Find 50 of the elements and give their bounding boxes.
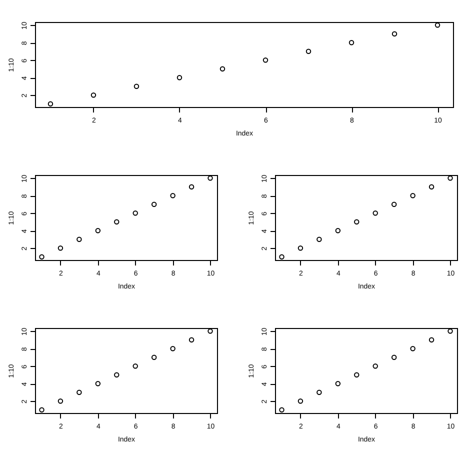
point bbox=[132, 364, 138, 369]
point bbox=[134, 84, 140, 89]
point bbox=[90, 92, 96, 98]
point bbox=[372, 210, 378, 216]
point bbox=[391, 354, 397, 360]
point bbox=[372, 364, 378, 369]
point bbox=[448, 328, 453, 334]
point bbox=[354, 219, 360, 224]
point bbox=[410, 346, 416, 352]
point bbox=[335, 228, 341, 234]
point bbox=[114, 372, 120, 378]
point bbox=[316, 390, 322, 395]
point bbox=[151, 202, 157, 207]
point bbox=[434, 22, 440, 28]
point bbox=[58, 245, 64, 251]
point bbox=[306, 48, 312, 54]
point bbox=[39, 254, 44, 260]
point bbox=[428, 184, 434, 190]
point bbox=[220, 66, 226, 72]
point bbox=[391, 202, 397, 207]
point bbox=[410, 193, 416, 198]
point bbox=[151, 354, 157, 360]
point bbox=[188, 184, 194, 190]
point bbox=[392, 31, 398, 37]
point bbox=[208, 176, 213, 181]
point bbox=[208, 328, 213, 334]
point bbox=[95, 228, 101, 234]
point bbox=[58, 398, 64, 404]
point bbox=[298, 245, 304, 251]
point bbox=[114, 219, 120, 224]
point bbox=[298, 398, 304, 404]
point bbox=[316, 236, 322, 242]
point bbox=[348, 40, 354, 46]
point bbox=[76, 236, 82, 242]
point bbox=[76, 390, 82, 395]
point bbox=[279, 254, 284, 260]
point bbox=[170, 346, 176, 352]
point bbox=[188, 337, 194, 343]
point bbox=[170, 193, 176, 198]
point bbox=[279, 407, 284, 412]
point bbox=[95, 381, 101, 386]
point bbox=[354, 372, 360, 378]
point bbox=[48, 101, 54, 106]
point bbox=[335, 381, 341, 386]
point bbox=[176, 75, 182, 80]
point bbox=[39, 407, 44, 412]
point bbox=[428, 337, 434, 343]
point bbox=[262, 58, 268, 63]
point bbox=[448, 176, 453, 181]
point bbox=[132, 210, 138, 216]
